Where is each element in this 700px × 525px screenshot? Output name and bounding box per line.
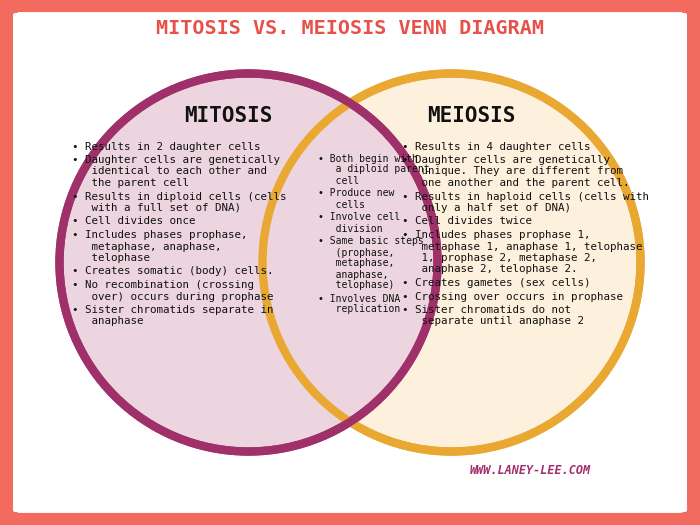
Text: metaphase, anaphase,: metaphase, anaphase, bbox=[72, 242, 221, 251]
Text: replication: replication bbox=[318, 304, 400, 314]
Text: cells: cells bbox=[318, 200, 365, 209]
Text: telophase): telophase) bbox=[318, 280, 394, 290]
Text: • Both begin with: • Both begin with bbox=[318, 153, 418, 163]
Text: • Involves DNA: • Involves DNA bbox=[318, 293, 400, 303]
Text: anaphase,: anaphase, bbox=[318, 269, 388, 279]
Text: only a half set of DNA): only a half set of DNA) bbox=[402, 203, 571, 213]
Text: • Crossing over occurs in prophase: • Crossing over occurs in prophase bbox=[402, 291, 623, 301]
Text: telophase: telophase bbox=[72, 253, 150, 263]
Circle shape bbox=[262, 74, 640, 452]
Text: • Cell divides once: • Cell divides once bbox=[72, 216, 195, 226]
FancyBboxPatch shape bbox=[16, 12, 684, 513]
Text: one another and the parent cell.: one another and the parent cell. bbox=[402, 178, 629, 188]
Text: • Results in 2 daughter cells: • Results in 2 daughter cells bbox=[72, 142, 260, 152]
Text: separate until anaphase 2: separate until anaphase 2 bbox=[402, 317, 584, 327]
Text: identical to each other and: identical to each other and bbox=[72, 166, 267, 176]
Text: • Creates somatic (body) cells.: • Creates somatic (body) cells. bbox=[72, 267, 274, 277]
Text: • Includes phases prophase,: • Includes phases prophase, bbox=[72, 230, 248, 240]
Text: • No recombination (crossing: • No recombination (crossing bbox=[72, 280, 254, 290]
Text: MITOSIS: MITOSIS bbox=[184, 106, 273, 125]
Text: with a full set of DNA): with a full set of DNA) bbox=[72, 203, 241, 213]
Text: metaphase,: metaphase, bbox=[318, 258, 394, 268]
Text: metaphase 1, anaphase 1, telophase: metaphase 1, anaphase 1, telophase bbox=[402, 242, 643, 251]
Text: the parent cell: the parent cell bbox=[72, 178, 189, 188]
Text: MEIOSIS: MEIOSIS bbox=[427, 106, 516, 125]
Text: 1, prophase 2, metaphase 2,: 1, prophase 2, metaphase 2, bbox=[402, 253, 597, 263]
Text: • Results in 4 daughter cells: • Results in 4 daughter cells bbox=[402, 142, 591, 152]
Circle shape bbox=[60, 74, 438, 452]
Text: anaphase: anaphase bbox=[72, 317, 144, 327]
Text: (prophase,: (prophase, bbox=[318, 247, 394, 257]
Text: • Cell divides twice: • Cell divides twice bbox=[402, 216, 532, 226]
Text: • Same basic steps: • Same basic steps bbox=[318, 236, 424, 247]
Text: unique. They are different from: unique. They are different from bbox=[402, 166, 623, 176]
Text: a diploid parent: a diploid parent bbox=[318, 164, 430, 174]
Text: over) occurs during prophase: over) occurs during prophase bbox=[72, 291, 274, 301]
FancyBboxPatch shape bbox=[13, 13, 687, 512]
Text: • Results in haploid cells (cells with: • Results in haploid cells (cells with bbox=[402, 192, 649, 202]
Text: • Daughter cells are genetically: • Daughter cells are genetically bbox=[72, 155, 280, 165]
Text: • Daughter cells are genetically: • Daughter cells are genetically bbox=[402, 155, 610, 165]
Text: anaphase 2, telophase 2.: anaphase 2, telophase 2. bbox=[402, 265, 578, 275]
Text: • Involve cell: • Involve cell bbox=[318, 213, 400, 223]
Text: • Sister chromatids separate in: • Sister chromatids separate in bbox=[72, 305, 274, 315]
Text: • Results in diploid cells (cells: • Results in diploid cells (cells bbox=[72, 192, 286, 202]
Text: division: division bbox=[318, 224, 383, 234]
Text: cell: cell bbox=[318, 175, 359, 185]
Text: • Includes phases prophase 1,: • Includes phases prophase 1, bbox=[402, 230, 591, 240]
Text: • Sister chromatids do not: • Sister chromatids do not bbox=[402, 305, 571, 315]
Text: MITOSIS VS. MEIOSIS VENN DIAGRAM: MITOSIS VS. MEIOSIS VENN DIAGRAM bbox=[156, 18, 544, 37]
Text: • Creates gametes (sex cells): • Creates gametes (sex cells) bbox=[402, 278, 591, 288]
Text: WWW.LANEY-LEE.COM: WWW.LANEY-LEE.COM bbox=[470, 464, 591, 477]
Text: • Produce new: • Produce new bbox=[318, 188, 394, 198]
